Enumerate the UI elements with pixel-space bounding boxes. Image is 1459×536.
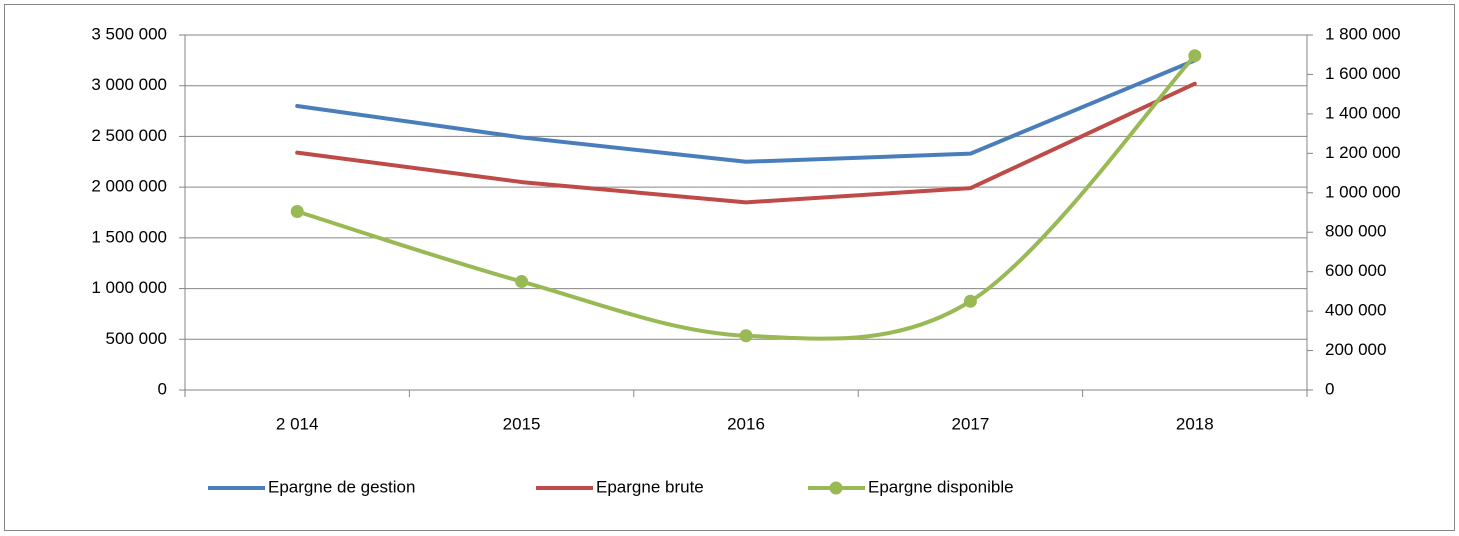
- y2-tick-label: 600 000: [1325, 261, 1386, 280]
- y-tick-label: 0: [158, 379, 167, 398]
- y-tick-label: 3 500 000: [91, 24, 167, 43]
- legend-label: Epargne disponible: [868, 477, 1014, 496]
- x-tick-label: 2016: [727, 414, 765, 433]
- y2-tick-label: 400 000: [1325, 301, 1386, 320]
- legend-label: Epargne de gestion: [268, 477, 415, 496]
- series-line: [295, 81, 1197, 205]
- x-tick-label: 2018: [1176, 414, 1214, 433]
- y2-tick-label: 1 600 000: [1325, 64, 1401, 83]
- chart-border: [4, 4, 1455, 531]
- y2-tick-label: 0: [1325, 379, 1334, 398]
- y-tick-label: 1 000 000: [91, 278, 167, 297]
- y2-tick-label: 1 400 000: [1325, 103, 1401, 122]
- x-tick-label: 2015: [503, 414, 541, 433]
- y2-tick-label: 1 000 000: [1325, 182, 1401, 201]
- point-marker: [963, 294, 977, 308]
- legend-label: Epargne brute: [596, 477, 704, 496]
- series-line: [295, 58, 1197, 164]
- y-tick-label: 2 000 000: [91, 177, 167, 196]
- point-marker: [290, 205, 304, 219]
- y-tick-label: 2 500 000: [91, 126, 167, 145]
- y-tick-label: 1 500 000: [91, 227, 167, 246]
- y2-tick-label: 200 000: [1325, 340, 1386, 359]
- x-tick-label: 2 014: [276, 414, 319, 433]
- point-marker: [515, 275, 529, 289]
- point-marker: [739, 329, 753, 343]
- y2-tick-label: 1 200 000: [1325, 143, 1401, 162]
- y-tick-label: 500 000: [106, 329, 167, 348]
- legend-marker: [829, 481, 843, 495]
- y-tick-label: 3 000 000: [91, 75, 167, 94]
- series-line: [295, 53, 1197, 341]
- point-marker: [1188, 49, 1202, 63]
- x-tick-label: 2017: [951, 414, 989, 433]
- y2-tick-label: 800 000: [1325, 222, 1386, 241]
- y2-tick-label: 1 800 000: [1325, 24, 1401, 43]
